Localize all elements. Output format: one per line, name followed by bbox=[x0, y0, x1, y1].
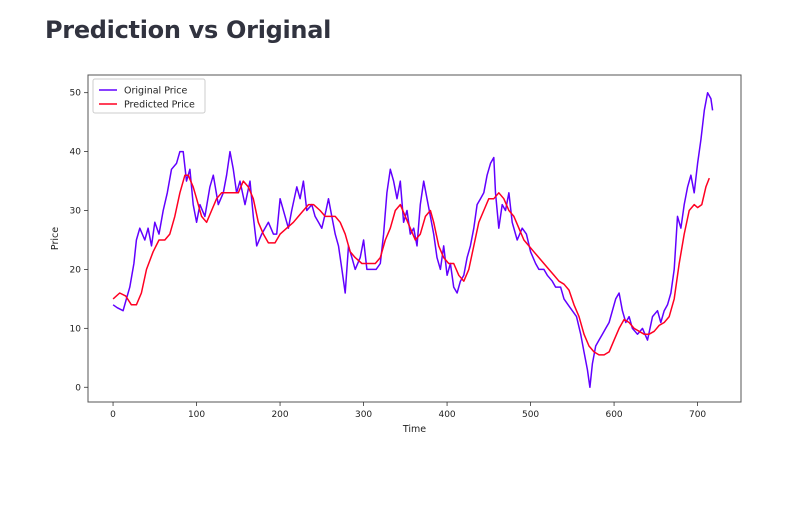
x-tick-label: 300 bbox=[355, 410, 372, 420]
legend-label: Original Price bbox=[124, 86, 188, 97]
y-axis: 0 10 20 30 40 50 bbox=[70, 89, 88, 393]
y-tick-label: 30 bbox=[70, 207, 82, 217]
y-tick-label: 20 bbox=[70, 265, 82, 275]
x-tick-label: 700 bbox=[689, 410, 706, 420]
series-line-original-price bbox=[112, 91, 714, 389]
plot-frame bbox=[87, 74, 742, 403]
x-tick-label: 0 bbox=[110, 410, 116, 420]
legend-box bbox=[92, 78, 206, 114]
page-title: Prediction vs Original bbox=[45, 16, 332, 44]
y-tick-label: 40 bbox=[70, 148, 82, 158]
x-axis: 0 100 200 300 400 500 600 700 bbox=[110, 402, 706, 420]
y-axis-label: Price bbox=[50, 227, 61, 250]
x-tick-label: 200 bbox=[271, 410, 288, 420]
x-axis-label: Time bbox=[402, 424, 426, 435]
plot-series bbox=[112, 91, 714, 389]
chart-legend: Original Price Predicted Price bbox=[92, 78, 206, 114]
y-tick-label: 0 bbox=[75, 383, 81, 393]
x-tick-label: 100 bbox=[188, 410, 205, 420]
y-tick-label: 50 bbox=[70, 89, 82, 99]
series-line-predicted-price bbox=[112, 174, 710, 356]
x-tick-label: 400 bbox=[438, 410, 455, 420]
y-tick-label: 10 bbox=[70, 324, 82, 334]
chart-container: 0 100 200 300 400 500 600 700 0 10 20 30 40 50 Time … bbox=[0, 60, 798, 465]
x-tick-label: 500 bbox=[522, 410, 539, 420]
legend-label: Predicted Price bbox=[124, 100, 195, 111]
x-tick-label: 600 bbox=[605, 410, 622, 420]
